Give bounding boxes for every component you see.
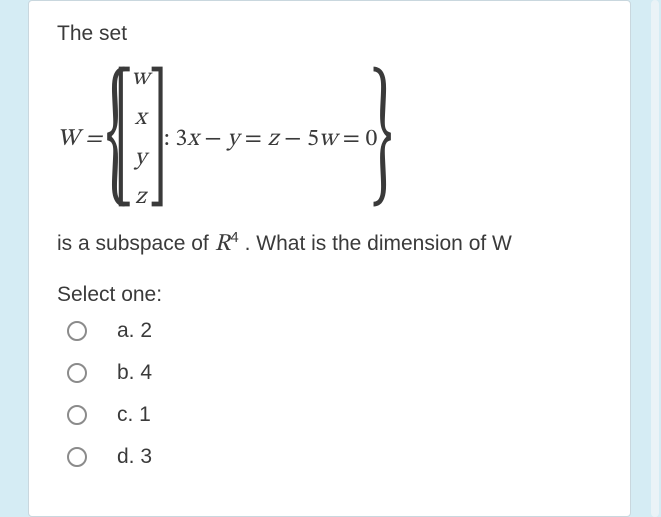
vector-entry: w (132, 62, 150, 96)
option-d-label: d. 3 (117, 445, 152, 469)
vector-entry: y (135, 142, 147, 176)
option-c[interactable]: c. 1 (67, 403, 608, 427)
right-brace-icon: } (371, 71, 393, 206)
option-b-label: b. 4 (117, 361, 152, 385)
radio-b[interactable] (67, 363, 87, 383)
set-condition: : 3x − y = z − 5w = 0 (160, 124, 378, 154)
left-bracket-icon: [ (114, 71, 132, 206)
set-braces: { [ w x y z ] : 3x − y = z − 5w = 0 } (112, 54, 386, 222)
question-intro: The set (57, 19, 608, 48)
scrollbar[interactable] (651, 0, 659, 517)
radio-c[interactable] (67, 405, 87, 425)
scrollbar-track (651, 0, 659, 517)
option-d[interactable]: d. 3 (67, 445, 608, 469)
tail-before: is a subspace of (57, 232, 215, 255)
option-c-label: c. 1 (117, 403, 151, 427)
option-a-label: a. 2 (117, 319, 152, 343)
vector-entry: x (135, 102, 147, 136)
option-b[interactable]: b. 4 (67, 361, 608, 385)
question-tail: is a subspace of R4 . What is the dimens… (57, 229, 608, 259)
tail-after: . What is the dimension of W (239, 232, 512, 255)
option-a[interactable]: a. 2 (67, 319, 608, 343)
lhs: W = (57, 124, 102, 154)
prompt-select-one: Select one: (57, 283, 608, 307)
R-symbol: R (215, 232, 231, 256)
vector-entry: z (135, 181, 146, 215)
radio-a[interactable] (67, 321, 87, 341)
radio-d[interactable] (67, 447, 87, 467)
right-bracket-icon: ] (149, 71, 167, 206)
options-list: a. 2 b. 4 c. 1 d. 3 (67, 319, 608, 469)
set-definition: W = { [ w x y z ] : 3x − y = z − 5w = 0 … (57, 54, 608, 222)
R-exponent: 4 (230, 229, 238, 246)
question-card: The set W = { [ w x y z ] : 3x − y = z −… (28, 0, 631, 517)
